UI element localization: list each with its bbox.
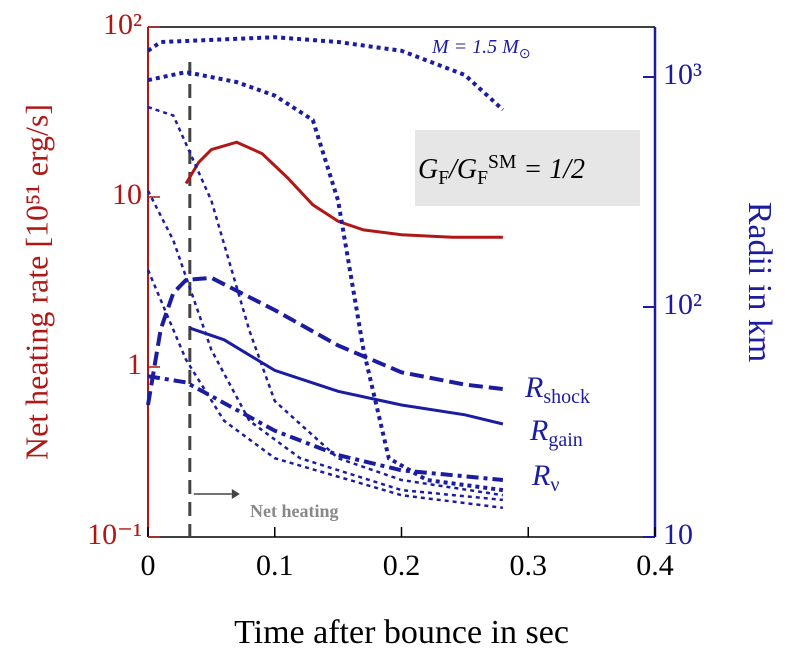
x-tick-label: 0.1: [256, 549, 294, 582]
annotation-run: Net heating: [250, 501, 339, 521]
series-label-sub: ν: [550, 474, 559, 496]
series-label-main: R: [524, 371, 543, 404]
annotation-run: M = 1.5 M: [431, 36, 520, 58]
y2-tick-label: 10³: [663, 58, 702, 91]
line: [184, 140, 503, 239]
x-tick-label: 0.2: [383, 549, 421, 582]
annotation-run: SM: [488, 152, 516, 173]
y-axis-label: Net heating rate [10⁵¹ erg/s]: [18, 104, 54, 460]
annotation-run: F: [438, 168, 449, 189]
x-tick-label: 0.3: [510, 549, 548, 582]
line: [146, 275, 504, 406]
annotation-run: = 1/2: [516, 154, 585, 185]
annotation: Net heating: [250, 501, 339, 521]
line: [146, 35, 505, 112]
annotation-run: ⊙: [519, 47, 531, 62]
x-axis-label: Time after bounce in sec: [234, 614, 569, 651]
annotation-box: [415, 130, 640, 206]
y2-axis-label: Radii in km: [741, 202, 778, 363]
y-tick-label: 10⁻¹: [87, 518, 142, 551]
series-label-sub: shock: [543, 386, 590, 408]
annotation-run: F: [477, 168, 488, 189]
series-label-main: R: [529, 414, 548, 447]
annotation-run: G: [418, 154, 438, 185]
series-label: Rshock: [524, 371, 590, 408]
y-tick-label: 10: [112, 178, 142, 211]
series-label-main: R: [531, 459, 550, 492]
annotation: GF/GFSM = 1/2: [418, 152, 585, 189]
annotation-run: /G: [447, 154, 477, 185]
line: [147, 374, 504, 482]
line: [189, 326, 504, 426]
series-label: Rgain: [529, 414, 583, 451]
y2-tick-label: 10²: [663, 288, 702, 321]
line: [147, 105, 504, 497]
y2-tick-label: 10: [663, 518, 693, 551]
line: [146, 269, 504, 510]
annotation: M = 1.5 M⊙: [431, 36, 531, 63]
line: [147, 70, 504, 493]
x-tick-label: 0.4: [636, 549, 674, 582]
x-tick-label: 0: [141, 549, 156, 582]
net-heating-arrowhead: [231, 489, 240, 499]
series-label-sub: gain: [548, 429, 582, 451]
y-tick-label: 1: [127, 348, 142, 381]
y-tick-label: 10²: [103, 8, 142, 41]
series-label: Rν: [531, 459, 559, 496]
